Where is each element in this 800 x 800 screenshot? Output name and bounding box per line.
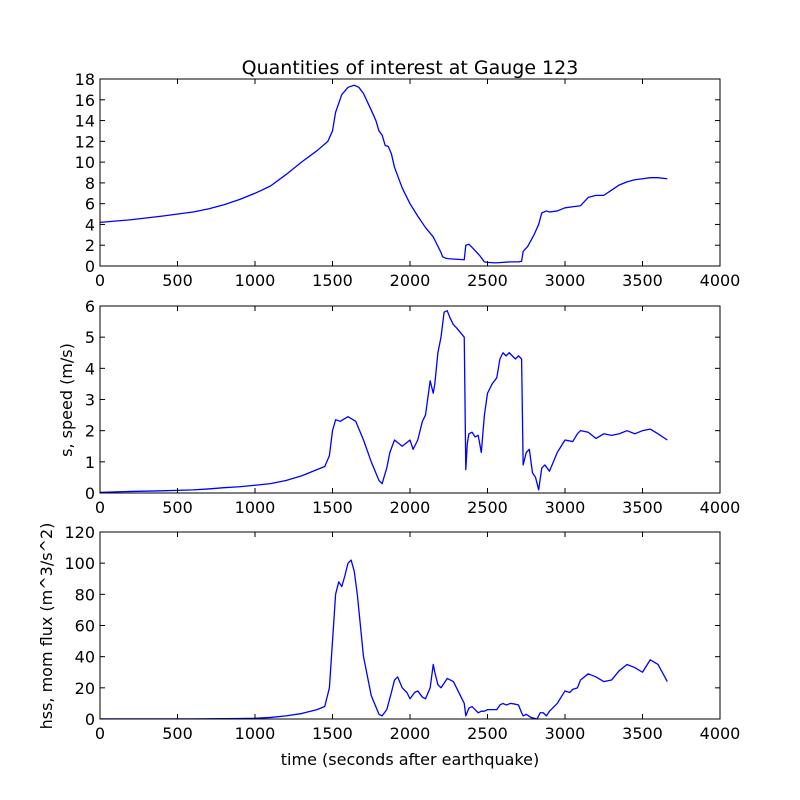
panel-3-xlabel: time (seconds after earthquake) [281,750,539,769]
panel-3-plot: 0 500 1000 1500 2000 2500 3000 3500 4000 0 20 40 60 8… [64,523,740,743]
panel-2-xtick-label: 2500 [467,498,508,517]
panel-2-plot: 0 500 1000 1500 2000 2500 3000 3500 4000 0 1 2 3 4 5 6 [85,297,741,517]
panel-2-ytick-label: 4 [85,359,95,378]
panel-1-ytick-label: 14 [75,112,95,131]
panel-3-ytick-label: 120 [64,523,95,542]
panel-3-xtick-label: 0 [95,724,105,743]
panel-1-ytick-label: 8 [85,174,95,193]
panel-2-xtick-label: 0 [95,498,105,517]
panel-3: hss, mom flux (m^3/s^2) time (seconds af… [37,523,740,769]
panel-1-ytick-label: 10 [75,153,95,172]
panel-2-xtick-label: 3500 [622,498,663,517]
panel-1-ytick-label: 0 [85,257,95,276]
panel-2-ytick-label: 0 [85,484,95,503]
panel-2-ytick-label: 5 [85,328,95,347]
panel-3-xtick-label: 3500 [622,724,663,743]
panel-3-ytick-label: 80 [75,585,95,604]
panel-1-xtick-label: 0 [95,271,105,290]
panel-2-xtick-label: 4000 [700,498,741,517]
panel-3-xtick-label: 3000 [545,724,586,743]
panel-2-ytick-label: 2 [85,422,95,441]
panel-1-ytick-label: 18 [75,70,95,89]
panel-1: Quantities of interest at Gauge 123 0 500… [75,57,741,290]
panel-1-plot: 0 500 1000 1500 2000 2500 3000 3500 400002468101… [75,70,741,290]
panel-1-title: Quantities of interest at Gauge 123 [242,57,579,79]
panel-3-xtick-label: 1500 [312,724,353,743]
panel-1-ytick-label: 2 [85,236,95,255]
panel-2-ylabel: s, speed (m/s) [57,343,76,457]
panel-2-ytick-label: 3 [85,391,95,410]
panel-2-series-line-1 [99,310,668,494]
panel-1-xtick-label: 1500 [312,271,353,290]
panel-3-xtick-label: 500 [162,724,193,743]
panel-3-ytick-label: 60 [75,617,95,636]
panel-2-xtick-label: 2000 [390,498,431,517]
panel-2: s, speed (m/s) 0 500 1000 1500 2000 2500 3000 3… [57,297,740,517]
panel-2-xtick-label: 1500 [312,498,353,517]
panel-1-xtick-label: 3000 [545,271,586,290]
panel-3-ylabel: hss, mom flux (m^3/s^2) [37,523,56,730]
panel-1-ytick-label: 12 [75,132,95,151]
panel-1-xtick-label: 1000 [235,271,276,290]
panel-3-series-line-1 [100,559,668,720]
panel-3-xtick-label: 1000 [235,724,276,743]
panel-2-ytick-label: 1 [85,453,95,472]
panel-1-ytick-label: 16 [75,91,95,110]
panel-2-ytick-label: 6 [85,297,95,316]
panel-3-ytick-label: 100 [64,554,95,573]
panel-1-xtick-label: 500 [162,271,193,290]
panel-2-xtick-label: 500 [162,498,193,517]
panel-3-xtick-label: 2000 [390,724,431,743]
panel-1-xtick-label: 3500 [622,271,663,290]
panel-3-ytick-label: 0 [85,710,95,729]
panel-1-series-line-1 [99,84,668,264]
panel-3-ytick-label: 20 [75,679,95,698]
panel-1-xtick-label: 2000 [390,271,431,290]
panel-3-xtick-label: 2500 [467,724,508,743]
panel-2-xtick-label: 1000 [235,498,276,517]
panel-1-ytick-label: 4 [85,215,95,234]
panel-3-ytick-label: 40 [75,648,95,667]
panel-1-ytick-label: 6 [85,195,95,214]
panel-1-xtick-label: 2500 [467,271,508,290]
panel-1-xtick-label: 4000 [700,271,741,290]
panel-2-xtick-label: 3000 [545,498,586,517]
panel-3-xtick-label: 4000 [700,724,741,743]
